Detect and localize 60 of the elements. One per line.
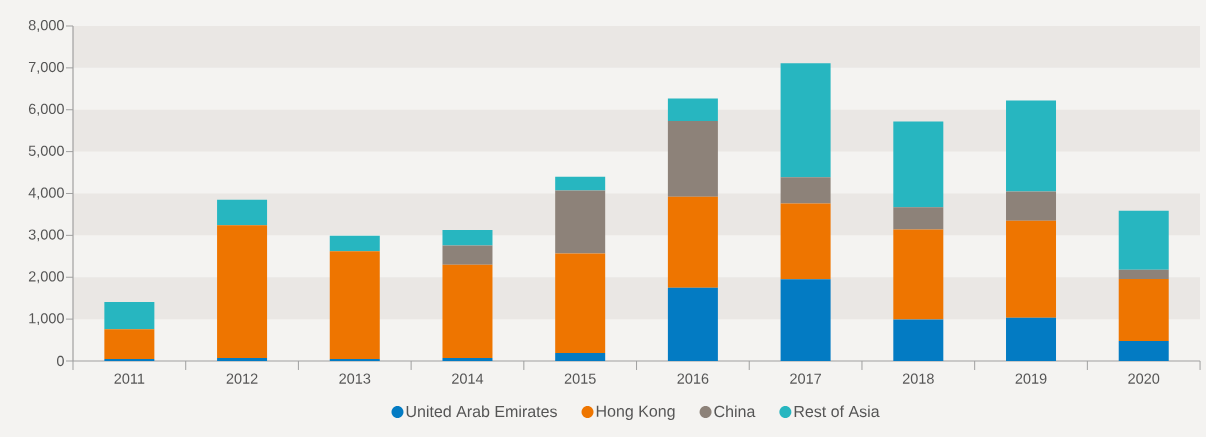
bar	[442, 358, 493, 361]
bar	[217, 199, 268, 226]
legend-label: Hong Kong	[596, 405, 675, 421]
bar	[329, 251, 380, 359]
bar	[893, 207, 944, 230]
y-tick-label: 3,000	[28, 229, 64, 242]
bar	[442, 264, 493, 359]
y-tick-label: 0	[56, 355, 64, 367]
bar	[1006, 191, 1057, 221]
bar	[555, 253, 606, 354]
bar	[555, 176, 606, 191]
bar	[104, 329, 155, 359]
legend-label: Rest of Asia	[794, 405, 880, 418]
bar	[329, 358, 380, 361]
bar	[1118, 210, 1169, 270]
bar	[442, 245, 493, 265]
y-tick-label: 4,000	[28, 187, 64, 200]
bar	[667, 98, 718, 122]
bar	[893, 229, 944, 320]
x-tick-label: 2017	[790, 373, 821, 384]
bar	[667, 121, 718, 197]
bar	[442, 229, 493, 246]
y-tick-label: 1,000	[29, 313, 64, 326]
x-tick-label: 2013	[339, 373, 371, 384]
x-tick-label: 2020	[1128, 373, 1160, 384]
bar	[329, 235, 380, 252]
bar	[104, 358, 155, 361]
y-tick-label: 7,000	[28, 61, 64, 74]
bar	[555, 190, 606, 254]
x-tick-label: 2016	[677, 373, 709, 384]
x-tick-label: 2015	[564, 373, 596, 384]
bar	[1118, 269, 1169, 279]
bar	[780, 203, 831, 280]
bar	[217, 358, 268, 361]
y-tick-label: 5,000	[28, 145, 64, 158]
x-tick-label: 2018	[902, 373, 934, 384]
x-tick-label: 2014	[452, 373, 484, 384]
bar	[555, 353, 606, 361]
bar	[1118, 278, 1169, 341]
y-tick-label: 2,000	[28, 271, 64, 284]
bar	[217, 225, 268, 359]
bar	[1118, 340, 1169, 361]
y-tick-label: 6,000	[28, 103, 64, 116]
x-tick-label: 2012	[226, 373, 258, 384]
legend-label: China	[714, 405, 756, 418]
bar	[780, 177, 831, 204]
bar	[780, 63, 831, 178]
bar	[667, 196, 718, 288]
bar	[667, 287, 718, 361]
x-tick-label: 2011	[114, 373, 145, 384]
bar	[893, 121, 944, 208]
bar	[1006, 100, 1057, 192]
bar	[780, 279, 831, 361]
y-tick-label: 8,000	[28, 20, 64, 32]
bar	[893, 319, 944, 361]
bar	[104, 301, 155, 330]
bar	[1006, 317, 1057, 361]
x-tick-label: 2019	[1015, 373, 1047, 384]
bar	[1006, 220, 1057, 318]
legend-label: United Arab Emirates	[406, 405, 557, 418]
